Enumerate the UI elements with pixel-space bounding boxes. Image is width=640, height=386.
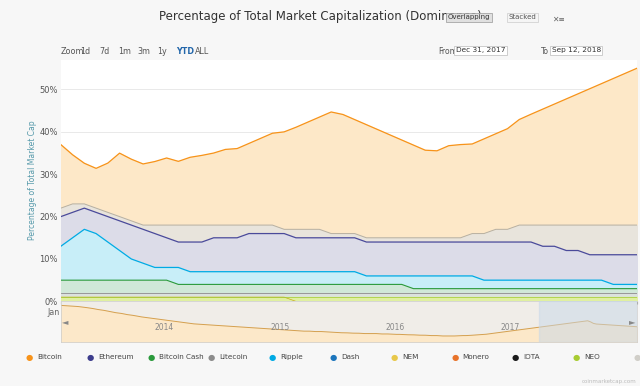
Text: Sep 12, 2018: Sep 12, 2018 bbox=[552, 47, 601, 53]
Text: Bitcoin Cash: Bitcoin Cash bbox=[159, 354, 204, 360]
Text: 7d: 7d bbox=[99, 47, 109, 56]
Text: ALL: ALL bbox=[195, 47, 209, 56]
Text: Percentage of Total Market Capitalization (Dominance): Percentage of Total Market Capitalizatio… bbox=[159, 10, 481, 23]
Y-axis label: Percentage of Total Market Cap: Percentage of Total Market Cap bbox=[28, 121, 36, 240]
Text: ●: ● bbox=[573, 352, 580, 362]
Text: ●: ● bbox=[451, 352, 458, 362]
Text: 1y: 1y bbox=[157, 47, 166, 56]
Bar bbox=[539, 301, 637, 342]
Text: ✕≡: ✕≡ bbox=[552, 14, 564, 23]
Text: Litecoin: Litecoin bbox=[220, 354, 248, 360]
Text: ●: ● bbox=[269, 352, 276, 362]
Text: Ethereum: Ethereum bbox=[98, 354, 133, 360]
Text: Dec 31, 2017: Dec 31, 2017 bbox=[456, 47, 505, 53]
Text: 3m: 3m bbox=[138, 47, 150, 56]
Text: Overlapping: Overlapping bbox=[448, 14, 490, 20]
Text: Monero: Monero bbox=[463, 354, 490, 360]
Text: ●: ● bbox=[26, 352, 33, 362]
Text: 1d: 1d bbox=[80, 47, 90, 56]
Text: Bitcoin: Bitcoin bbox=[37, 354, 62, 360]
Text: Ripple: Ripple bbox=[280, 354, 303, 360]
Text: 2016: 2016 bbox=[385, 323, 404, 332]
Text: Dash: Dash bbox=[341, 354, 360, 360]
Text: ◄: ◄ bbox=[62, 317, 68, 326]
Text: IOTA: IOTA bbox=[524, 354, 540, 360]
Text: 2014: 2014 bbox=[155, 323, 174, 332]
Text: NEO: NEO bbox=[584, 354, 600, 360]
Text: ●: ● bbox=[86, 352, 93, 362]
Text: ●: ● bbox=[208, 352, 215, 362]
Text: 2015: 2015 bbox=[270, 323, 289, 332]
Text: To: To bbox=[541, 47, 548, 56]
Text: ●: ● bbox=[634, 352, 640, 362]
Text: ►: ► bbox=[629, 317, 636, 326]
Text: ●: ● bbox=[512, 352, 519, 362]
Text: From: From bbox=[438, 47, 458, 56]
Text: coinmarketcap.com: coinmarketcap.com bbox=[582, 379, 637, 384]
Text: ●: ● bbox=[147, 352, 154, 362]
Text: NEM: NEM bbox=[402, 354, 419, 360]
Text: 2017: 2017 bbox=[500, 323, 520, 332]
Text: ●: ● bbox=[330, 352, 337, 362]
Text: Stacked: Stacked bbox=[509, 14, 536, 20]
Text: Zoom: Zoom bbox=[61, 47, 84, 56]
Text: 1m: 1m bbox=[118, 47, 131, 56]
Text: YTD: YTD bbox=[176, 47, 194, 56]
Text: ●: ● bbox=[390, 352, 397, 362]
